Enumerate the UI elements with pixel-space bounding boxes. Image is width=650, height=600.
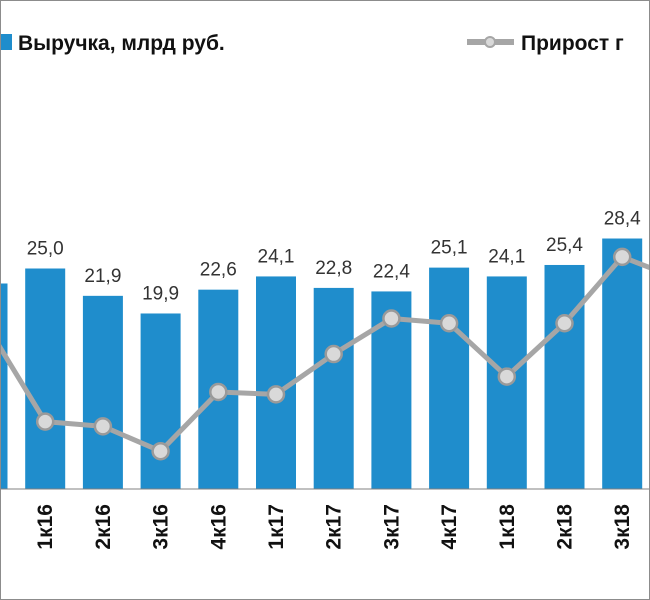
x-tick-4к17: 4к17 [438, 504, 461, 550]
x-tick-2к17: 2к17 [323, 504, 346, 550]
growth-point-1 [35, 412, 55, 431]
bar-label-1: 25,0 [27, 239, 64, 260]
bar-10 [544, 264, 585, 489]
bar-0 [1, 283, 8, 489]
growth-point-4 [209, 382, 228, 402]
bar-8 [429, 267, 470, 489]
bar-data-labels: 325,021,919,922,624,122,822,425,124,125,… [27, 209, 641, 305]
bar-label-7: 22,4 [373, 261, 410, 282]
bar-label-6: 22,8 [315, 258, 352, 279]
x-tick-1к18: 1к18 [496, 504, 519, 550]
bar-label-10: 25,4 [546, 235, 583, 256]
bar-11 [602, 238, 643, 489]
legend-line-label: Прирост г [521, 32, 624, 55]
x-tick-1к16: 1к16 [34, 504, 57, 550]
bar-3 [140, 313, 181, 489]
legend-bar-label: Выручка, млрд руб. [18, 32, 225, 55]
bar-label-9: 24,1 [488, 246, 525, 267]
x-axis-tick-labels: 1к16 2к16 3к16 4к16 1к17 2к17 3к17 4к17 1к18 2к18… [34, 504, 634, 550]
growth-line-series [1, 247, 649, 461]
bar-1 [25, 268, 66, 489]
legend-line-marker [484, 36, 496, 48]
growth-point-2 [93, 417, 113, 436]
x-tick-3к17: 3к17 [380, 504, 403, 550]
bar-label-2: 21,9 [84, 266, 121, 287]
bar-series [1, 238, 643, 489]
growth-point-8 [439, 313, 459, 333]
growth-point-3 [151, 441, 170, 461]
x-tick-2к16: 2к16 [92, 504, 115, 550]
bar-2 [82, 295, 123, 489]
x-tick-4к16: 4к16 [207, 504, 230, 550]
x-tick-1к17: 1к17 [265, 504, 288, 550]
growth-point-11 [612, 247, 632, 267]
bar-label-8: 25,1 [431, 238, 468, 259]
growth-point-9 [497, 367, 517, 386]
bar-label-11: 28,4 [604, 209, 641, 230]
growth-point-6 [324, 344, 343, 364]
bar-label-4: 22,6 [200, 260, 237, 281]
growth-point-7 [382, 309, 401, 328]
x-tick-3к18: 3к18 [611, 504, 634, 550]
legend-bar-swatch [1, 34, 12, 50]
growth-point-10 [555, 313, 574, 333]
bar-label-3: 19,9 [142, 283, 179, 304]
x-tick-2к18: 2к18 [554, 504, 577, 550]
bar-label-5: 24,1 [258, 246, 295, 267]
growth-point-5 [266, 385, 286, 404]
bar-6 [313, 287, 354, 489]
x-tick-3к16: 3к16 [150, 504, 173, 550]
